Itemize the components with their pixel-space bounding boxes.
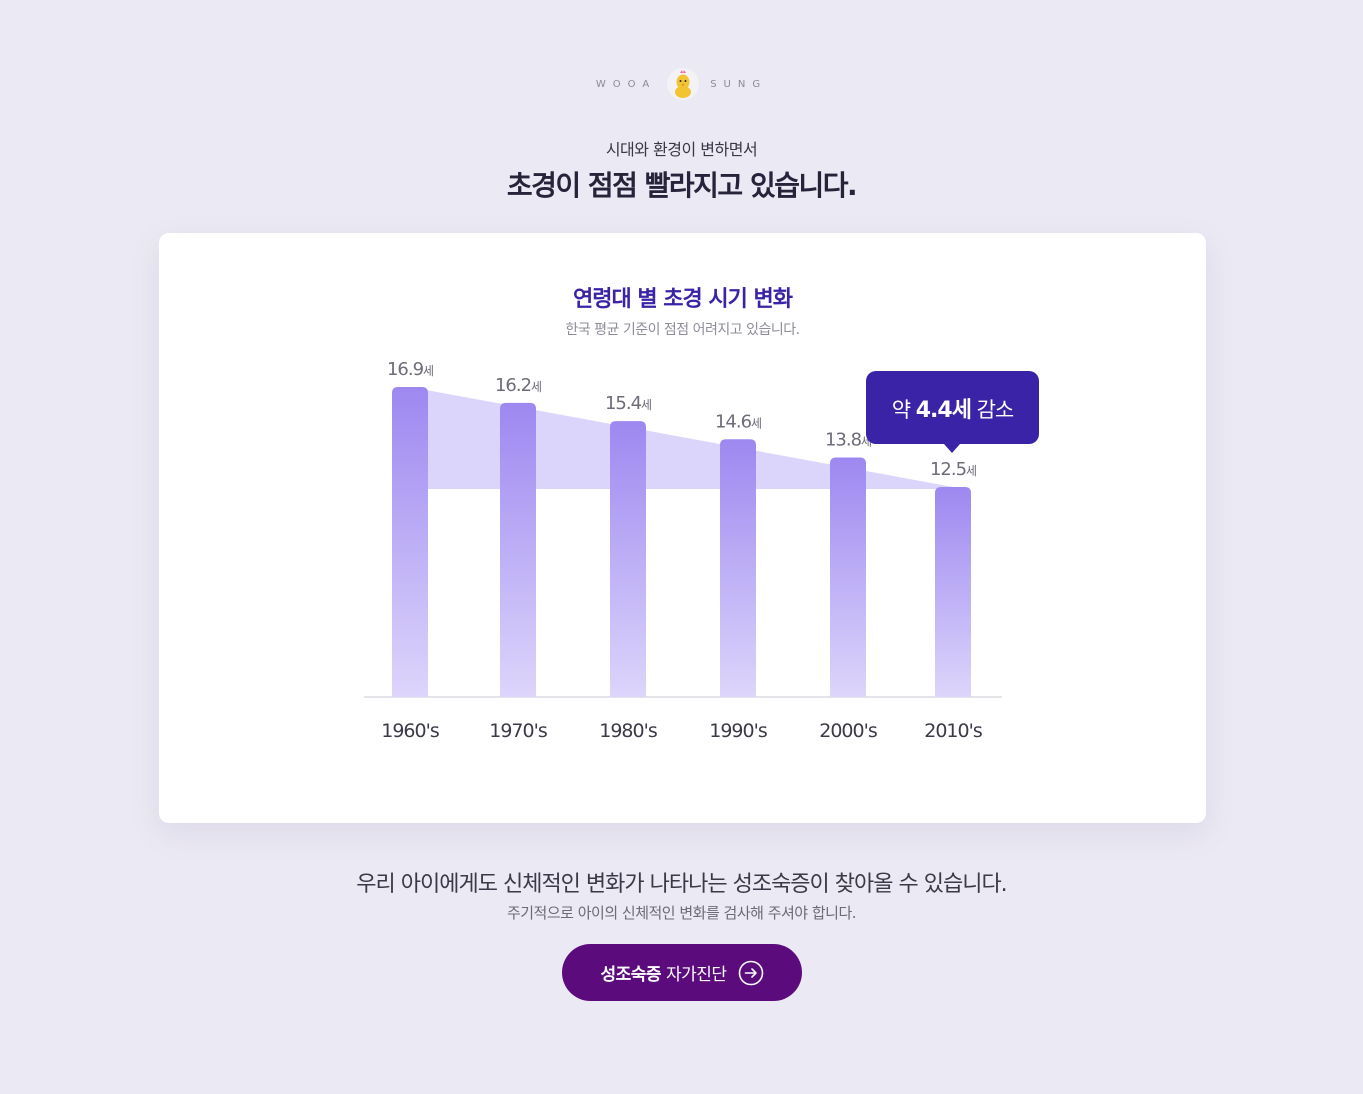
bar-chart: 16.9세 1960's 16.2세 1970's 15.4세 1980's 14.6세 19… [364,359,1039,742]
chart-card: 연령대 별 초경 시기 변화 한국 평균 기준이 점점 어려지고 있습니다. 1… [159,233,1206,823]
chart-subtitle: 한국 평균 기준이 점점 어려지고 있습니다. [565,322,800,338]
bar-1990's [720,439,756,697]
x-tick-label: 1980's [599,720,657,742]
value-label: 15.4세 [605,393,651,414]
chart-title: 연령대 별 초경 시기 변화 [572,287,793,312]
bar-1970's [500,402,536,697]
bar-1960's [392,387,428,697]
page-title: 초경이 점점 빨라지고 있습니다. [506,169,858,202]
tooltip-text: 약 4.4세 감소 [892,398,1014,423]
footer-message: 우리 아이에게도 신체적인 변화가 나타나는 성조숙증이 찾아올 수 있습니다. [356,872,1007,897]
brand-bar: WOOA SUNG [0,66,1363,102]
value-label: 12.5세 [930,459,976,480]
chick-mascot-icon [667,68,700,100]
decrease-band [410,387,953,489]
x-tick-label: 2000's [819,720,877,742]
tooltip-box [866,371,1039,444]
arrow-right-circle-icon [738,960,763,985]
value-label: 14.6세 [715,411,761,432]
x-tick-label: 1960's [381,720,439,742]
cta-strong-label: 성조숙증 [600,965,661,985]
tooltip-pointer [944,444,960,453]
footer-submessage: 주기적으로 아이의 신체적인 변화를 검사해 주셔야 합니다. [506,904,857,922]
decrease-tooltip: 약 4.4세 감소 [866,371,1039,453]
value-label: 16.2세 [495,375,541,396]
value-label: 16.9세 [387,359,433,380]
x-tick-label: 1970's [489,720,547,742]
value-label: 13.8세 [825,429,871,450]
cta-label: 자가진단 [666,965,727,985]
bar-1980's [610,421,646,697]
x-tick-label: 2010's [924,720,982,742]
header-subtitle: 시대와 환경이 변하면서 [605,140,758,159]
brand-right-word: SUNG [710,78,768,90]
x-tick-label: 1990's [709,720,767,742]
brand-left-word: WOOA [595,78,657,90]
bar-2010's [935,487,971,697]
bar-2000's [830,457,866,697]
self-diagnosis-button[interactable]: 성조숙증 자가진단 [562,944,802,1001]
